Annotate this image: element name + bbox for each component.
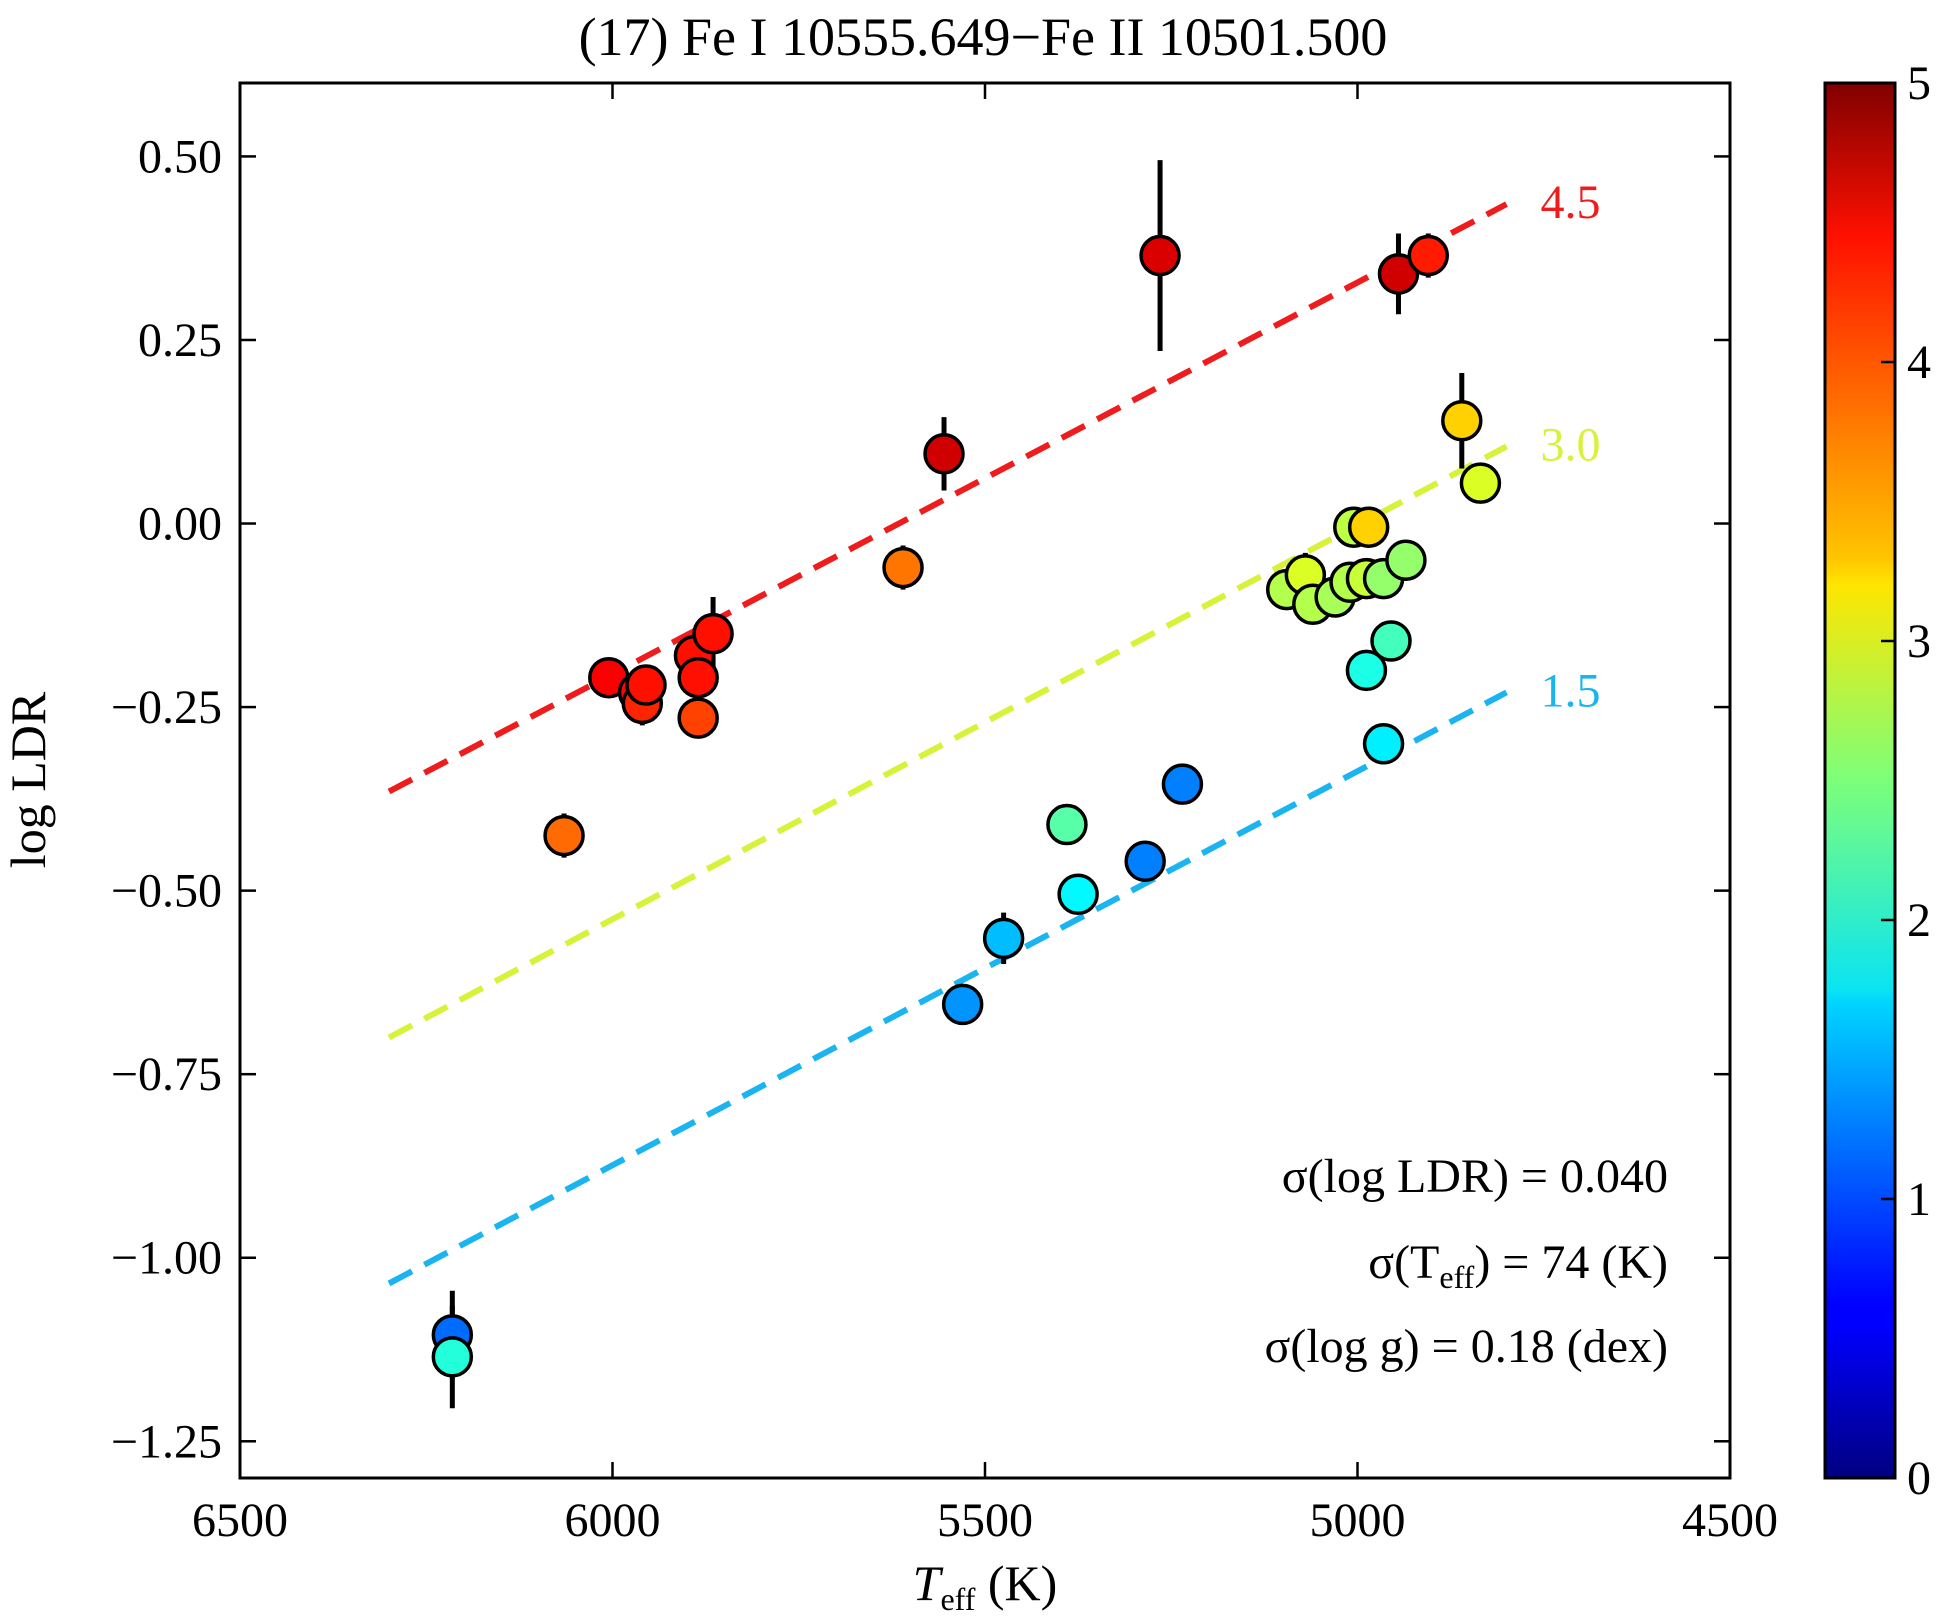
fit-line-logg-1.5 <box>387 689 1508 1287</box>
data-point <box>1139 234 1181 277</box>
fit-label-logg-4.5: 4.5 <box>1541 176 1601 229</box>
colorbar-tick-label: 5 <box>1907 57 1931 110</box>
data-point <box>677 656 719 699</box>
fit-lines: 4.5 3.0 1.5 <box>387 176 1601 1287</box>
data-point <box>1362 723 1405 765</box>
annotation-sigma-ldr-text: σ(log LDR) = 0.040 <box>1282 1150 1668 1203</box>
x-tick-label: 5000 <box>1310 1494 1406 1547</box>
data-point <box>1459 462 1502 504</box>
colorbar-tick-label: 3 <box>1907 615 1931 668</box>
colorbar-tick-label: 2 <box>1907 894 1931 947</box>
x-axis-label-symbol: T <box>913 1555 944 1611</box>
y-tick-label: 0.00 <box>138 498 222 551</box>
data-point <box>543 814 585 857</box>
data-point <box>1046 803 1088 846</box>
y-tick-label: 0.25 <box>138 314 222 367</box>
data-point <box>1161 763 1204 805</box>
data-point <box>625 664 667 706</box>
colorbar-tick-label: 4 <box>1907 336 1931 389</box>
fit-line-logg-3.0 <box>387 443 1508 1041</box>
data-point <box>692 612 734 655</box>
y-axis-label: log LDR <box>0 691 56 868</box>
data-point <box>1377 253 1420 295</box>
fit-label-logg-1.5: 1.5 <box>1541 664 1601 717</box>
data-point <box>1441 399 1483 442</box>
chart-title: (17) Fe I 10555.649−Fe II 10501.500 <box>579 7 1388 67</box>
axis-ticks <box>238 83 1732 1478</box>
y-tick-label: −1.25 <box>111 1415 222 1468</box>
y-tick-label: 0.50 <box>138 130 222 183</box>
colorbar <box>1823 81 1897 1480</box>
annotation-sigma-teff-suffix: ) = 74 (K) <box>1474 1236 1668 1289</box>
y-tick-label: −0.50 <box>111 865 222 918</box>
annotations: σ(log LDR) = 0.040 σ(Teff) = 74 (K) σ(lo… <box>1264 1150 1668 1373</box>
annotation-sigma-ldr: σ(log LDR) = 0.040 <box>1282 1150 1668 1203</box>
data-points <box>431 234 1502 1378</box>
x-tick-label: 4500 <box>1682 1494 1778 1547</box>
data-point <box>1385 539 1427 581</box>
data-point <box>982 917 1025 960</box>
annotation-sigma-teff-prefix: σ(T <box>1368 1236 1439 1289</box>
x-axis-label: Teff (K) <box>913 1555 1058 1617</box>
annotation-sigma-logg: σ(log g) = 0.18 (dex) <box>1264 1320 1668 1373</box>
data-point <box>1407 234 1450 277</box>
annotation-sigma-teff: σ(Teff) = 74 (K) <box>1368 1236 1668 1295</box>
x-tick-label: 5500 <box>937 1494 1033 1547</box>
error-bars <box>449 160 1483 1409</box>
annotation-sigma-logg-text: σ(log g) = 0.18 (dex) <box>1264 1320 1668 1373</box>
data-point <box>923 433 965 475</box>
data-point <box>1347 506 1390 548</box>
data-point <box>882 546 924 589</box>
fit-line-logg-4.5 <box>387 201 1508 795</box>
colorbar-tick-label: 0 <box>1907 1452 1931 1505</box>
y-tick-label: −0.25 <box>111 681 222 734</box>
x-axis-label-sub: eff <box>940 1581 975 1617</box>
x-axis-label-unit: (K) <box>975 1555 1057 1611</box>
tick-labels: 6500 6000 5500 5000 4500 0.50 0.25 0.00 −0.25 −0.… <box>111 130 1778 1547</box>
y-tick-label: −0.75 <box>111 1048 222 1101</box>
data-point <box>1057 873 1099 916</box>
annotation-sigma-teff-sub: eff <box>1439 1259 1474 1295</box>
data-point <box>1345 649 1388 692</box>
x-tick-label: 6500 <box>192 1494 288 1547</box>
colorbar-ticks: 0 1 2 3 4 5 <box>1881 57 1931 1505</box>
y-tick-label: −1.00 <box>111 1232 222 1285</box>
data-point <box>431 1336 474 1378</box>
data-point <box>1124 840 1166 883</box>
colorbar-tick-label: 1 <box>1907 1173 1931 1226</box>
data-point <box>677 697 719 739</box>
x-tick-label: 6000 <box>565 1494 661 1547</box>
fit-label-logg-3.0: 3.0 <box>1541 418 1601 471</box>
data-point <box>941 983 984 1026</box>
data-point <box>1370 620 1412 662</box>
